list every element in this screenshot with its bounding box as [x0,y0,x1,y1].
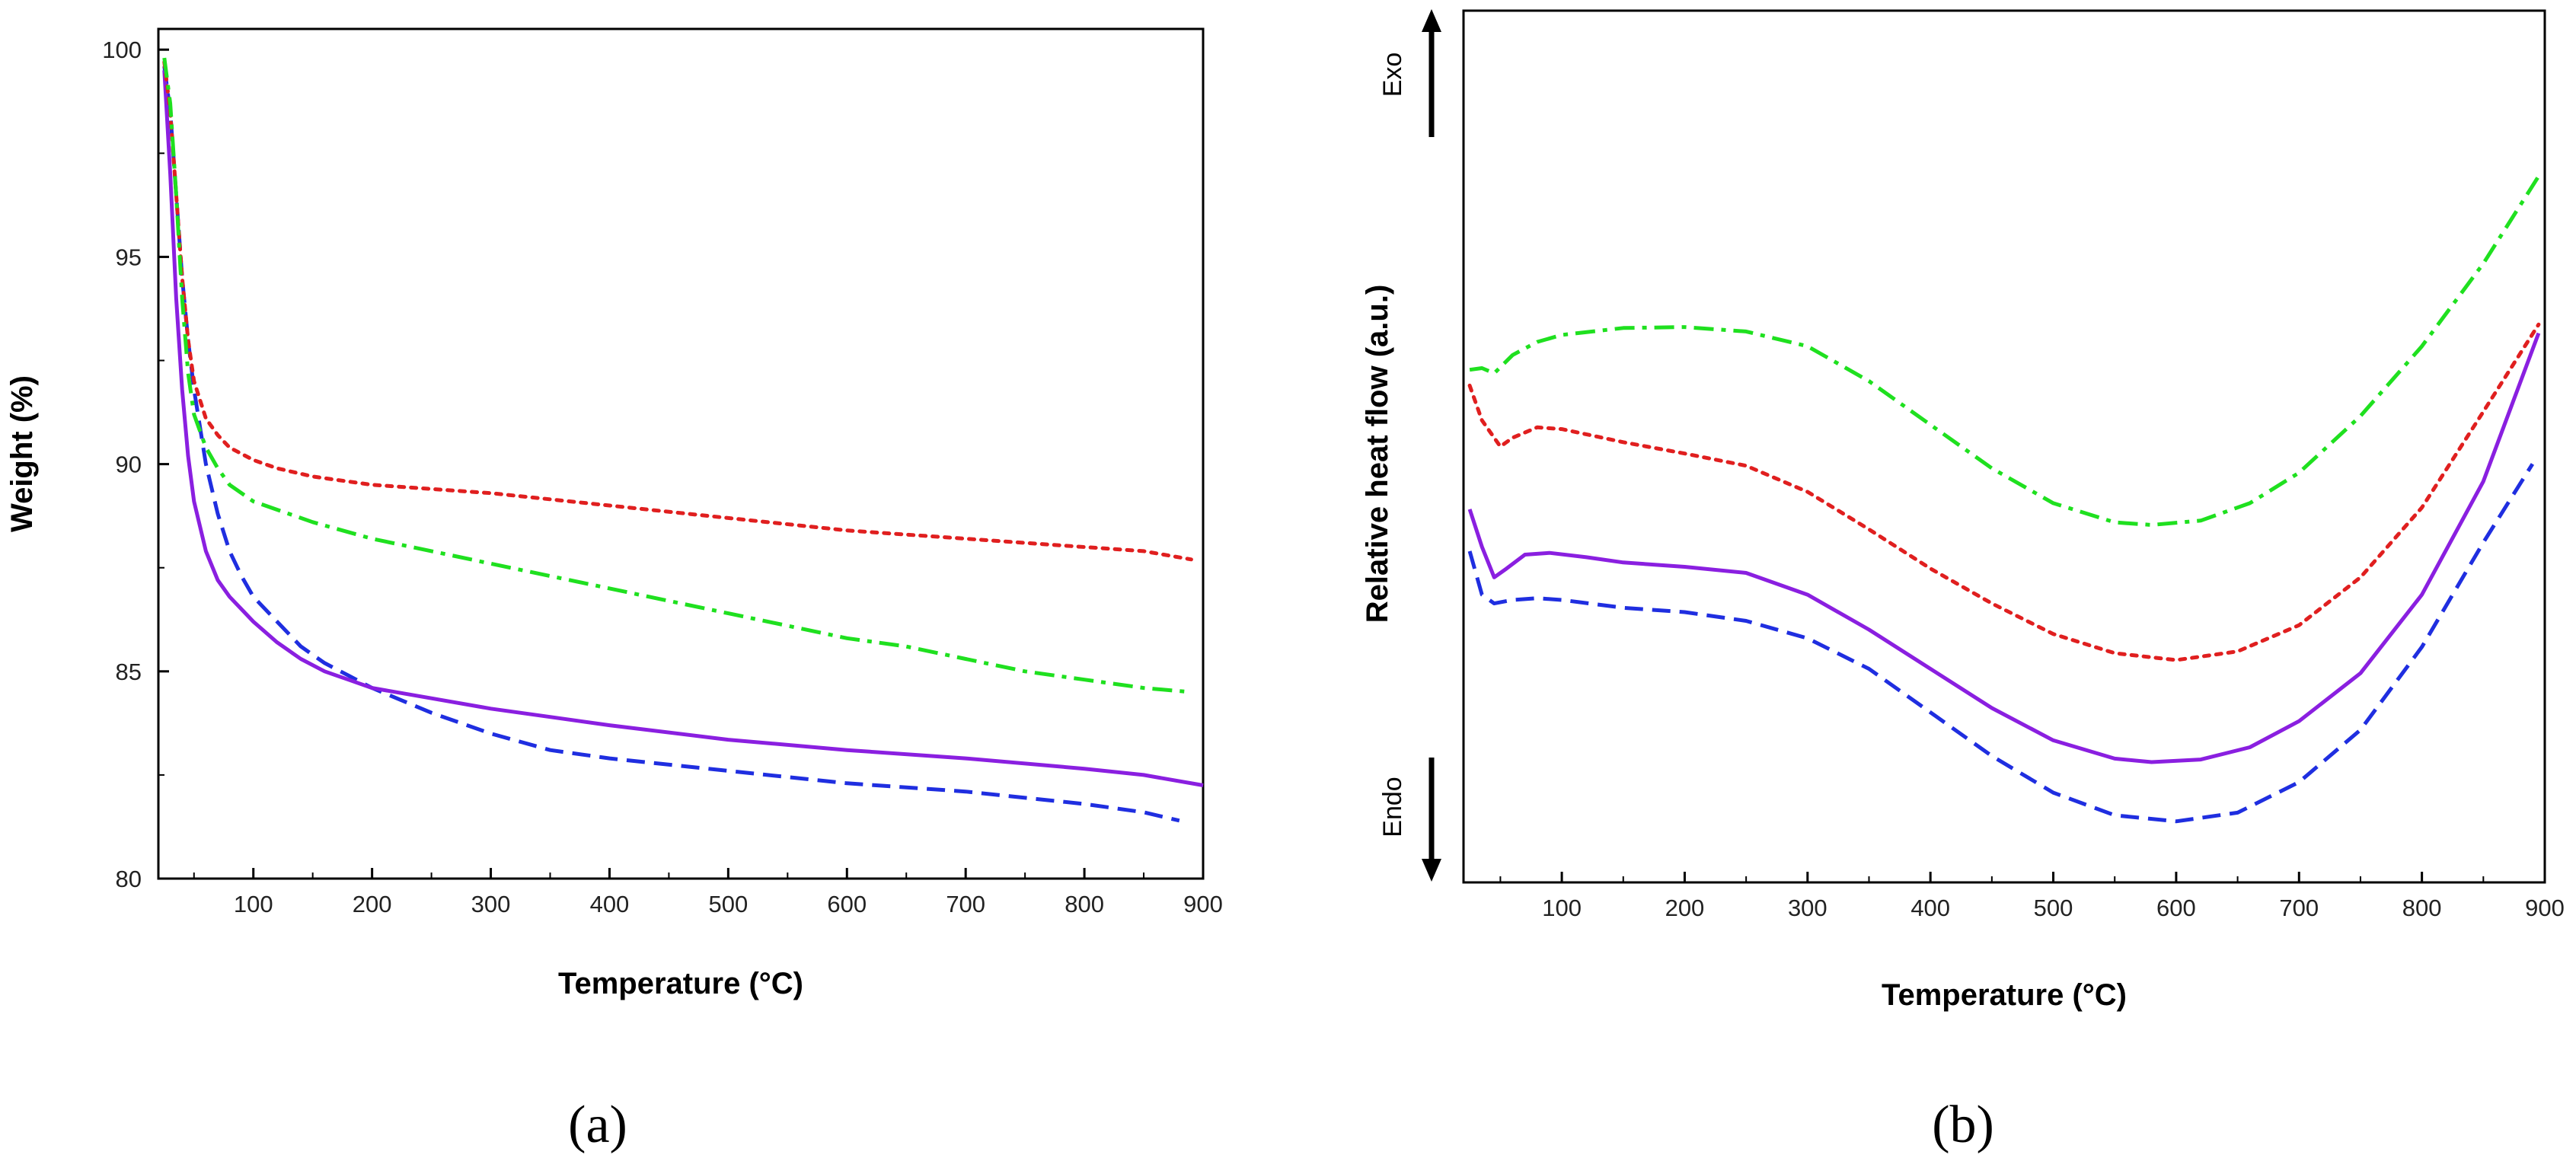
panel-label-b: (b) [1932,1096,1994,1154]
y-tick-label-a: 90 [116,451,142,478]
y-tick-label-a: 100 [102,37,142,63]
series-line-zy45-a [162,57,1192,694]
series-line-zy34-b [1467,322,2541,662]
panel-b: 100 200 300 400 500 600 700 800 900 Temperature … [1361,9,2565,1154]
tick-group-b: 100 200 300 400 500 600 700 800 900 [1499,872,2565,921]
endo-label: Endo [1378,777,1407,837]
x-tick-label-b: 200 [1665,895,1705,921]
y-tick-label-a: 85 [116,659,142,685]
x-axis-title-a: Temperature (°C) [558,967,803,1000]
panel-a: 100 200 300 400 500 600 700 800 900 80 85 90 95 100 T… [5,27,1223,1154]
exo-arrowhead-icon [1422,9,1441,32]
y-axis-title-a: Weight (%) [5,375,39,532]
exo-label: Exo [1378,53,1407,97]
x-axis-title-b: Temperature (°C) [1882,978,2127,1012]
y-axis-title-b: Relative heat flow (a.u.) [1361,285,1394,624]
endo-arrowhead-icon [1422,859,1441,882]
series-line-zy34-a [162,60,1193,562]
x-tick-label-b: 900 [2525,895,2565,921]
x-tick-label-b: 100 [1542,895,1582,921]
plot-frame-b [1462,9,2546,884]
x-tick-label-b: 700 [2279,895,2319,921]
x-tick-label-a: 800 [1065,891,1104,917]
x-tick-label-a: 500 [708,891,748,917]
series-line-zy7-b [1467,463,2535,824]
series-group-a [162,57,1204,823]
tick-group-a: 100 200 300 400 500 600 700 800 900 80 85 90 95 100 [102,37,1223,917]
x-tick-label-a: 900 [1183,891,1223,917]
x-tick-label-b: 300 [1788,895,1827,921]
series-line-zy7-a [162,65,1180,823]
plot-frame-a [157,27,1205,880]
series-line-zy17-b [1467,332,2541,764]
x-tick-label-a: 700 [946,891,985,917]
x-tick-label-b: 800 [2402,895,2442,921]
x-tick-label-a: 300 [471,891,511,917]
x-tick-label-b: 600 [2156,895,2196,921]
y-tick-label-a: 80 [116,866,142,892]
panel-label-a: (a) [568,1096,627,1154]
x-tick-label-b: 500 [2034,895,2073,921]
x-tick-label-a: 200 [353,891,392,917]
x-tick-label-a: 600 [827,891,867,917]
series-line-zy45-b [1469,175,2541,527]
series-line-zy17-a [162,70,1204,787]
x-tick-label-b: 400 [1910,895,1950,921]
y-tick-label-a: 95 [116,244,142,270]
x-tick-label-a: 100 [234,891,273,917]
series-group-b [1467,175,2541,824]
x-tick-label-a: 400 [590,891,630,917]
